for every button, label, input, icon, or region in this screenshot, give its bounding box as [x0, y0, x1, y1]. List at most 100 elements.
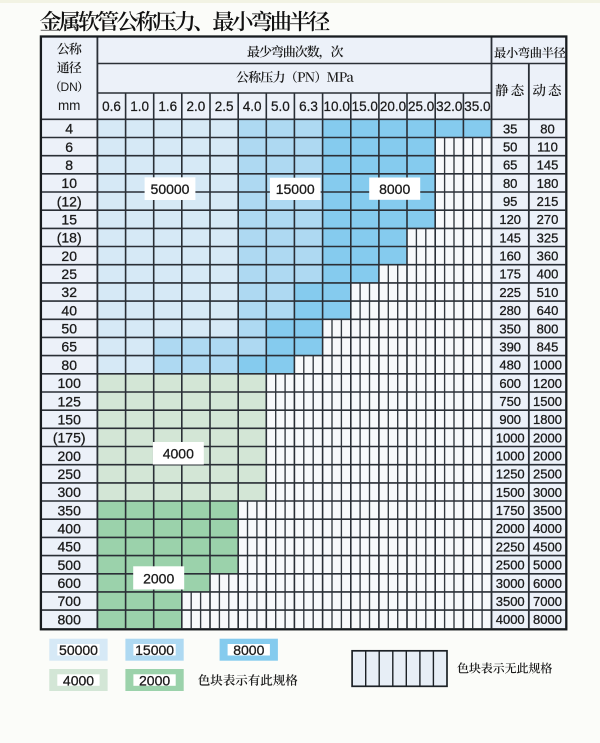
svg-text:350: 350 [499, 321, 521, 336]
svg-text:750: 750 [499, 394, 521, 409]
svg-text:845: 845 [537, 339, 559, 354]
svg-text:215: 215 [537, 194, 559, 209]
svg-text:900: 900 [499, 412, 521, 427]
svg-text:300: 300 [58, 484, 82, 500]
svg-text:200: 200 [58, 448, 82, 464]
svg-text:1200: 1200 [533, 376, 562, 391]
svg-text:4000: 4000 [496, 612, 525, 627]
svg-text:2.0: 2.0 [187, 99, 206, 114]
svg-text:1.0: 1.0 [130, 99, 149, 114]
svg-text:15000: 15000 [135, 642, 174, 658]
svg-text:6.3: 6.3 [299, 99, 318, 114]
svg-text:3500: 3500 [533, 503, 562, 518]
svg-text:25.0: 25.0 [408, 99, 434, 114]
svg-text:(18): (18) [57, 230, 82, 246]
svg-text:400: 400 [537, 267, 559, 282]
svg-text:145: 145 [499, 230, 521, 245]
svg-text:6000: 6000 [533, 576, 562, 591]
svg-text:4000: 4000 [63, 672, 94, 688]
svg-text:(12): (12) [57, 193, 82, 209]
svg-text:480: 480 [499, 358, 521, 373]
svg-text:800: 800 [58, 611, 82, 627]
svg-text:8000: 8000 [533, 612, 562, 627]
svg-text:20.0: 20.0 [380, 99, 406, 114]
svg-text:5000: 5000 [533, 558, 562, 573]
svg-text:1000: 1000 [496, 449, 525, 464]
svg-text:2000: 2000 [139, 672, 170, 688]
svg-text:20: 20 [61, 248, 77, 264]
svg-text:160: 160 [499, 249, 521, 264]
svg-text:250: 250 [58, 466, 82, 482]
svg-text:390: 390 [499, 339, 521, 354]
svg-text:4.0: 4.0 [243, 99, 262, 114]
svg-text:325: 325 [537, 230, 559, 245]
svg-text:95: 95 [503, 194, 517, 209]
svg-text:0.6: 0.6 [102, 99, 121, 114]
svg-text:2000: 2000 [496, 521, 525, 536]
svg-text:4000: 4000 [533, 521, 562, 536]
svg-text:65: 65 [503, 158, 517, 173]
svg-text:600: 600 [58, 575, 82, 591]
svg-text:50000: 50000 [151, 181, 190, 197]
svg-text:80: 80 [503, 176, 517, 191]
svg-text:mm: mm [58, 98, 81, 113]
svg-text:700: 700 [58, 593, 82, 609]
svg-text:180: 180 [537, 176, 559, 191]
svg-text:DN: DN [61, 80, 78, 94]
svg-text:5.0: 5.0 [271, 99, 290, 114]
svg-text:450: 450 [58, 539, 82, 555]
svg-text:4: 4 [65, 121, 73, 137]
svg-text:40: 40 [61, 302, 77, 318]
svg-text:32.0: 32.0 [436, 99, 462, 114]
svg-text:2.5: 2.5 [215, 99, 234, 114]
svg-text:65: 65 [61, 339, 77, 355]
svg-text:1750: 1750 [496, 503, 525, 518]
svg-text:2000: 2000 [533, 430, 562, 445]
svg-text:2250: 2250 [496, 539, 525, 554]
svg-text:4000: 4000 [163, 446, 194, 462]
svg-text:1.6: 1.6 [158, 99, 177, 114]
svg-text:35: 35 [503, 121, 517, 136]
svg-text:350: 350 [58, 502, 82, 518]
svg-text:640: 640 [537, 303, 559, 318]
svg-text:32: 32 [61, 284, 77, 300]
svg-text:120: 120 [499, 212, 521, 227]
svg-text:1500: 1500 [496, 485, 525, 500]
svg-text:360: 360 [537, 249, 559, 264]
svg-text:280: 280 [499, 303, 521, 318]
svg-text:10: 10 [61, 175, 77, 191]
svg-text:8000: 8000 [379, 181, 410, 197]
svg-text:1800: 1800 [533, 412, 562, 427]
svg-text:15: 15 [61, 212, 77, 228]
svg-text:80: 80 [61, 357, 77, 373]
svg-text:150: 150 [58, 411, 82, 427]
svg-text:35.0: 35.0 [464, 99, 490, 114]
svg-text:50000: 50000 [59, 642, 98, 658]
svg-text:400: 400 [58, 521, 82, 537]
svg-text:2000: 2000 [143, 570, 174, 586]
svg-text:125: 125 [58, 393, 82, 409]
svg-text:2000: 2000 [533, 449, 562, 464]
svg-text:6: 6 [65, 139, 73, 155]
svg-text:8000: 8000 [233, 642, 264, 658]
svg-text:3000: 3000 [496, 576, 525, 591]
svg-text:2500: 2500 [533, 467, 562, 482]
svg-text:145: 145 [537, 158, 559, 173]
svg-text:600: 600 [499, 376, 521, 391]
svg-text:8: 8 [65, 157, 73, 173]
svg-text:15000: 15000 [276, 181, 315, 197]
svg-text:80: 80 [540, 121, 554, 136]
svg-text:1000: 1000 [496, 430, 525, 445]
svg-text:10.0: 10.0 [324, 99, 350, 114]
svg-text:1000: 1000 [533, 358, 562, 373]
svg-text:510: 510 [537, 285, 559, 300]
svg-text:2500: 2500 [496, 558, 525, 573]
svg-text:3000: 3000 [533, 485, 562, 500]
svg-text:7000: 7000 [533, 594, 562, 609]
svg-text:1250: 1250 [496, 467, 525, 482]
svg-text:4500: 4500 [533, 539, 562, 554]
svg-text:800: 800 [537, 321, 559, 336]
svg-text:100: 100 [58, 375, 82, 391]
svg-text:110: 110 [537, 140, 558, 155]
svg-text:1500: 1500 [533, 394, 562, 409]
